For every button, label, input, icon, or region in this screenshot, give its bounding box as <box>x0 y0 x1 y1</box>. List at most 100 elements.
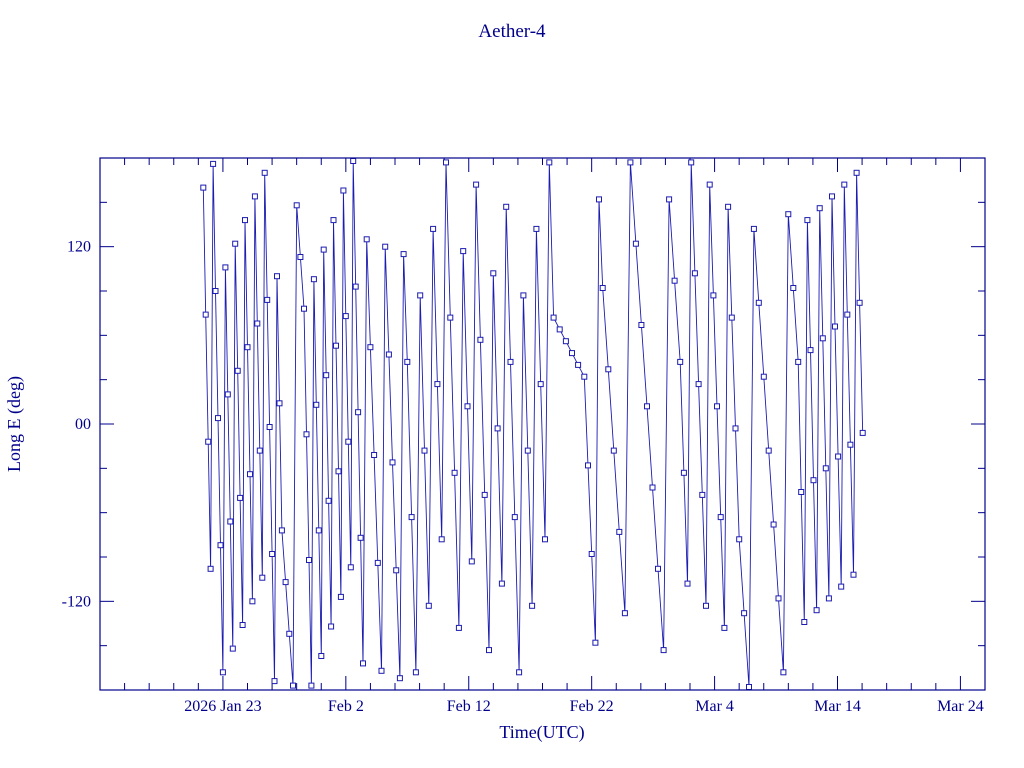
data-point-marker <box>404 358 411 365</box>
data-point-marker <box>706 181 713 188</box>
data-point-marker <box>229 645 236 652</box>
data-point-marker <box>412 669 419 676</box>
data-point-marker <box>765 447 772 454</box>
data-point-marker <box>200 184 207 191</box>
data-point-marker <box>850 571 857 578</box>
data-point-marker <box>219 669 226 676</box>
data-point-marker <box>721 624 728 631</box>
data-point-marker <box>760 373 767 380</box>
data-point-marker <box>841 181 848 188</box>
data-point-marker <box>269 551 276 557</box>
data-point-marker <box>750 225 757 232</box>
data-point-marker <box>239 622 246 628</box>
data-point-marker <box>367 344 374 351</box>
data-point-marker <box>819 335 826 342</box>
data-point-marker <box>717 514 724 521</box>
data-point-marker <box>807 347 814 354</box>
data-point-marker <box>638 322 645 328</box>
data-point-marker <box>434 381 441 388</box>
data-point-marker <box>627 159 634 166</box>
data-point-marker <box>710 292 717 299</box>
data-point-marker <box>838 583 845 590</box>
data-point-marker <box>770 521 777 528</box>
data-point-marker <box>259 574 266 581</box>
axis-ticks <box>99 158 986 690</box>
data-point-marker <box>746 684 752 690</box>
data-point-marker <box>323 372 330 379</box>
data-point-marker <box>389 459 396 466</box>
x-tick-label: 2026 Jan 23 <box>184 698 261 715</box>
data-point-marker <box>330 217 337 224</box>
data-point-marker <box>798 489 805 495</box>
data-point-marker <box>780 669 787 676</box>
data-point-marker <box>278 527 285 534</box>
data-point-marker <box>616 528 623 535</box>
data-point-marker <box>644 403 650 410</box>
data-point-marker <box>832 323 838 330</box>
tick-labels: 2026 Jan 23 Feb 2 Feb 12 Feb 22 Mar 4 Mar 14 M… <box>62 239 984 715</box>
data-point-marker <box>363 236 370 243</box>
data-point-marker <box>575 361 582 368</box>
data-point-marker <box>816 205 823 212</box>
data-point-marker <box>374 559 381 566</box>
data-point-marker <box>325 497 332 504</box>
x-tick-label: Feb 12 <box>447 698 491 715</box>
data-point-marker <box>795 358 802 365</box>
data-point-marker <box>242 217 248 224</box>
data-point-marker <box>210 160 217 167</box>
data-point-marker <box>371 452 378 458</box>
data-point-marker <box>856 299 863 306</box>
data-point-marker <box>728 314 735 321</box>
data-point-marker <box>342 313 349 320</box>
data-point-marker <box>632 240 639 247</box>
data-point-marker <box>801 619 808 625</box>
data-point-marker <box>328 623 335 630</box>
data-point-marker <box>378 667 385 674</box>
data-point-marker <box>313 401 320 408</box>
y-tick-label: -120 <box>62 593 91 610</box>
data-point-marker <box>234 367 241 374</box>
data-point-marker <box>610 447 617 454</box>
data-point-marker <box>556 326 563 333</box>
data-point-marker <box>247 471 253 478</box>
data-point-marker <box>853 169 860 176</box>
data-point-marker <box>290 682 296 689</box>
data-point-marker <box>408 514 415 521</box>
data-point-marker <box>271 678 278 685</box>
data-point-marker <box>464 403 471 410</box>
data-point-marker <box>249 598 256 605</box>
y-tick-label: 120 <box>67 239 91 256</box>
data-point-marker <box>486 647 492 654</box>
data-point-marker <box>350 158 357 164</box>
data-point-marker <box>251 193 258 200</box>
data-point-marker <box>266 424 273 430</box>
x-tick-label: Feb 22 <box>570 698 614 715</box>
data-point-marker <box>660 647 667 654</box>
data-point-marker <box>382 243 389 250</box>
data-point-marker <box>666 196 673 203</box>
data-point-marker <box>274 273 280 280</box>
data-point-marker <box>741 610 748 617</box>
data-point-marker <box>340 187 347 194</box>
data-point-marker <box>460 248 467 255</box>
data-point-marker <box>417 292 424 299</box>
data-point-marker <box>202 311 209 318</box>
data-point-marker <box>596 196 602 203</box>
data-point-marker <box>254 320 261 327</box>
x-tick-label: Mar 24 <box>937 698 984 715</box>
data-point-marker <box>736 536 743 543</box>
data-point-marker <box>333 342 339 349</box>
data-point-marker <box>345 438 352 445</box>
data-point-marker <box>360 660 366 667</box>
data-point-marker <box>546 159 553 166</box>
data-point-marker <box>732 425 739 432</box>
data-point-marker <box>400 251 407 258</box>
data-point-marker <box>308 682 315 689</box>
data-point-marker <box>227 518 234 525</box>
data-point-marker <box>691 270 698 277</box>
data-point-marker <box>649 484 656 491</box>
data-point-marker <box>533 225 540 232</box>
data-point-marker <box>516 669 523 676</box>
data-point-marker <box>224 391 231 398</box>
